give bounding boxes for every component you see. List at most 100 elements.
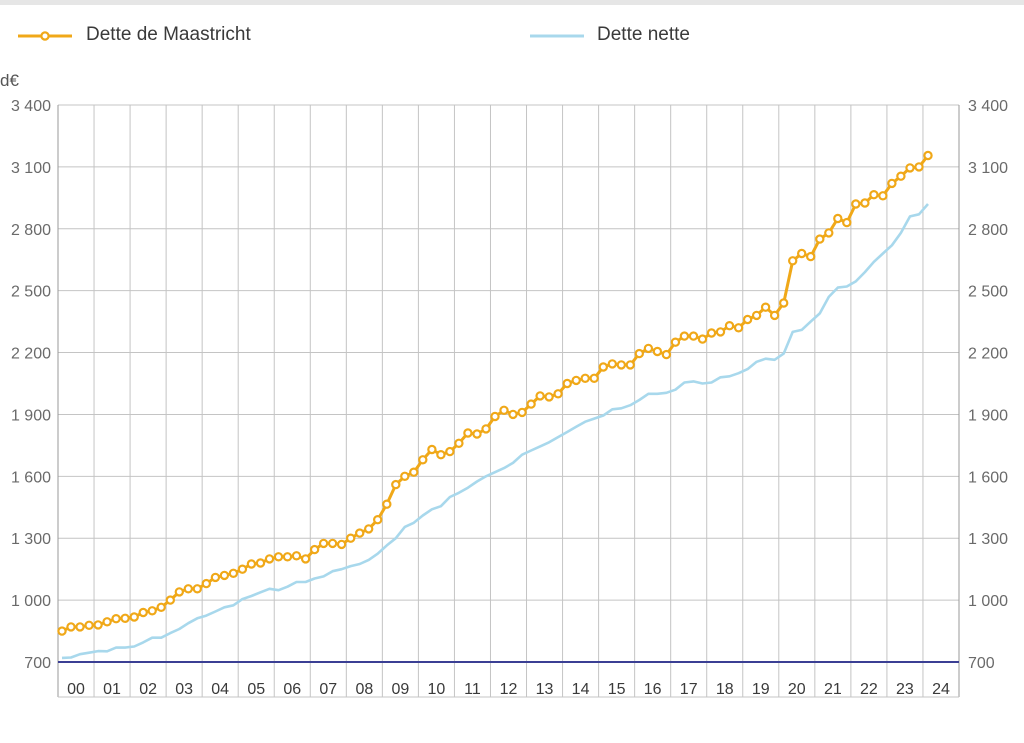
y-tick-label-left: 2 800: [11, 222, 51, 239]
data-point: [273, 552, 284, 562]
data-point: [896, 171, 906, 181]
data-point: [391, 479, 401, 490]
data-point: [869, 189, 879, 200]
x-tick-label: 20: [788, 681, 806, 698]
data-point: [364, 524, 374, 534]
x-tick-label: 05: [247, 681, 265, 698]
data-point: [905, 163, 915, 173]
data-point: [652, 346, 663, 357]
data-point: [860, 198, 870, 208]
x-tick-label: 11: [464, 681, 481, 698]
data-point: [706, 328, 717, 338]
y-tick-label-right: 2 800: [968, 222, 1008, 239]
data-point: [418, 455, 428, 465]
x-tick-label: 00: [67, 681, 85, 698]
data-point: [120, 613, 130, 624]
y-tick-label-left: 3 400: [11, 98, 51, 115]
x-tick-label: 04: [211, 681, 229, 698]
data-point: [751, 310, 762, 321]
data-point: [219, 570, 230, 581]
data-point: [454, 438, 464, 448]
data-point: [165, 595, 175, 605]
data-point: [183, 584, 193, 594]
data-point: [625, 360, 636, 370]
data-point: [436, 450, 446, 460]
data-point: [75, 622, 85, 632]
data-point: [670, 337, 681, 347]
y-tick-label-right: 3 100: [968, 160, 1008, 177]
x-tick-label: 13: [536, 681, 554, 698]
data-point: [228, 568, 239, 579]
data-point: [526, 399, 536, 409]
data-point: [733, 323, 744, 333]
x-tick-label: 07: [319, 681, 337, 698]
data-point: [607, 359, 618, 369]
data-point: [914, 162, 924, 172]
data-point: [409, 467, 419, 477]
series-line-dette-maastricht: [61, 154, 930, 633]
x-tick-label: 01: [103, 681, 121, 698]
data-point: [102, 617, 112, 627]
data-point: [815, 234, 825, 244]
data-point: [156, 602, 166, 613]
data-point: [57, 626, 67, 636]
data-point: [174, 587, 184, 597]
x-tick-label: 14: [572, 681, 590, 698]
data-point: [535, 391, 545, 401]
data-point: [66, 622, 76, 632]
data-point: [463, 428, 473, 438]
data-point: [129, 612, 139, 622]
data-point: [661, 349, 672, 360]
data-point: [490, 411, 500, 422]
data-point: [833, 213, 843, 224]
data-point: [264, 554, 275, 564]
data-point: [571, 375, 581, 386]
data-point: [806, 251, 816, 262]
data-point: [246, 559, 257, 569]
data-point: [355, 528, 365, 538]
data-point: [779, 298, 789, 308]
x-tick-label: 10: [428, 681, 446, 698]
y-tick-label-left: 1 600: [11, 469, 51, 486]
y-tick-label-right: 1 600: [968, 469, 1008, 486]
data-point: [923, 150, 933, 161]
data-point: [309, 544, 320, 555]
y-tick-label-left: 2 200: [11, 346, 51, 363]
data-point: [84, 620, 94, 631]
top-border: [0, 0, 1024, 5]
data-point: [878, 191, 888, 201]
data-point: [255, 558, 266, 568]
x-tick-label: 15: [608, 681, 626, 698]
series-line-dette-nette: [61, 203, 929, 660]
data-point: [138, 607, 148, 618]
data-point: [373, 515, 383, 525]
data-point: [634, 348, 645, 359]
data-point: [147, 606, 157, 616]
x-tick-label: 22: [860, 681, 878, 698]
data-point: [382, 499, 392, 509]
data-point: [824, 228, 834, 238]
x-tick-label: 08: [355, 681, 373, 698]
x-tick-label: 16: [644, 681, 662, 698]
data-point: [336, 539, 347, 550]
data-point: [192, 584, 202, 594]
y-tick-label-left: 2 500: [11, 284, 51, 301]
data-point: [598, 362, 609, 372]
y-tick-label-left: 1 300: [11, 531, 51, 548]
data-point: [237, 564, 248, 574]
data-point: [580, 373, 590, 383]
data-point: [346, 533, 356, 543]
y-tick-label-right: 1 300: [968, 531, 1008, 548]
y-tick-label-right: 3 400: [968, 98, 1008, 115]
data-point: [445, 446, 455, 457]
data-point: [715, 327, 726, 337]
data-point: [887, 178, 897, 189]
data-point: [797, 248, 807, 259]
y-tick-label-left: 1 900: [11, 407, 51, 424]
legend-label-dette-nette: Dette nette: [597, 24, 690, 45]
x-tick-label: 02: [139, 681, 157, 698]
data-point: [553, 389, 563, 399]
x-tick-label: 19: [752, 681, 770, 698]
data-point: [842, 217, 852, 228]
